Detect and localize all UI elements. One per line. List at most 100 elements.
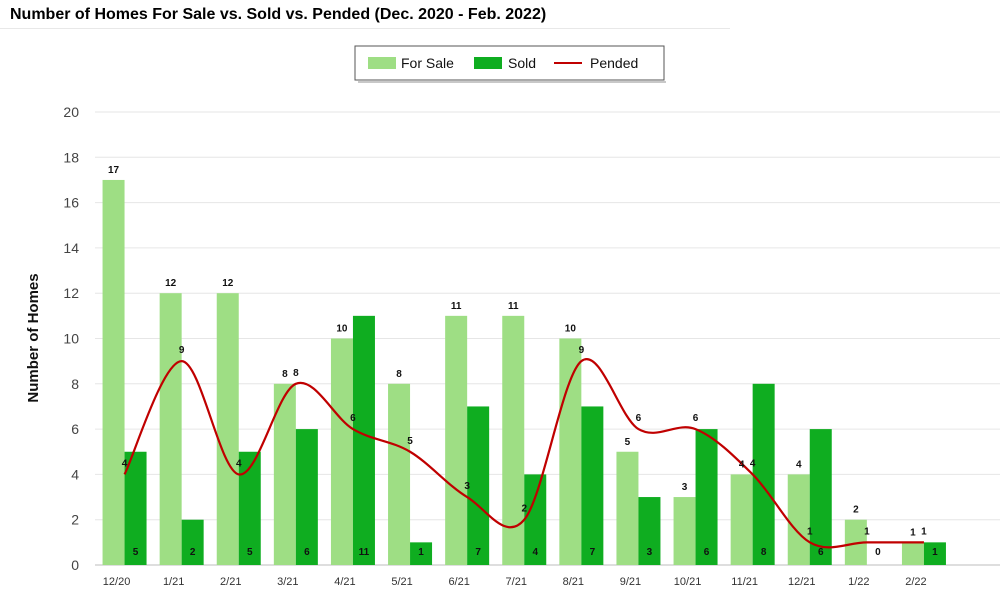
- y-axis-label: Number of Homes: [25, 273, 42, 402]
- bar-sold-10-21: [695, 429, 718, 565]
- legend-label-sold: Sold: [508, 55, 536, 71]
- data-label-for-sale: 8: [282, 369, 288, 380]
- bar-for-sale-2-21: [216, 293, 239, 565]
- pended-line: [123, 357, 924, 549]
- data-label-pended: 9: [579, 345, 585, 356]
- x-tick-label: 11/21: [731, 576, 758, 588]
- bar-for-sale-11-21: [730, 474, 753, 565]
- bar-sold-5-21: [410, 542, 433, 565]
- bar-sold-2-21: [238, 451, 261, 565]
- bar-for-sale-7-21: [502, 315, 525, 565]
- data-label-for-sale: 12: [222, 278, 234, 289]
- legend-swatch-for-sale: [368, 57, 396, 69]
- chart-title: Number of Homes For Sale vs. Sold vs. Pe…: [10, 6, 547, 23]
- data-label-pended: 4: [236, 458, 242, 469]
- data-label-for-sale: 4: [796, 459, 802, 470]
- bar-for-sale-12-21: [787, 474, 810, 565]
- y-tick-label: 20: [63, 104, 79, 120]
- data-label-sold: 1: [932, 547, 938, 558]
- bar-sold-6-21: [467, 406, 490, 565]
- data-label-for-sale: 1: [910, 527, 916, 538]
- legend-label-pended: Pended: [590, 55, 638, 71]
- data-label-sold: 5: [247, 547, 253, 558]
- data-label-sold: 7: [590, 547, 596, 558]
- y-tick-label: 16: [63, 195, 79, 211]
- data-label-sold: 4: [532, 547, 538, 558]
- x-tick-label: 10/21: [674, 576, 702, 588]
- data-label-pended: 4: [750, 458, 756, 469]
- x-tick-label: 4/21: [334, 576, 355, 588]
- bar-sold-7-21: [524, 474, 547, 565]
- y-tick-label: 6: [71, 421, 79, 437]
- bar-for-sale-9-21: [616, 451, 639, 565]
- y-tick-label: 14: [63, 240, 79, 256]
- y-tick-label: 10: [63, 331, 79, 347]
- bar-sold-1-21: [181, 519, 204, 565]
- y-tick-label: 8: [71, 376, 79, 392]
- pended-series-line: [123, 357, 924, 549]
- y-tick-label: 4: [71, 466, 79, 482]
- x-tick-label: 12/21: [788, 576, 816, 588]
- x-tick-label: 3/21: [277, 576, 298, 588]
- data-label-sold: 11: [359, 547, 370, 558]
- data-label-sold: 6: [304, 547, 310, 558]
- bar-for-sale-10-21: [673, 497, 696, 565]
- title-divider: [0, 28, 730, 29]
- data-label-for-sale: 4: [739, 459, 745, 470]
- data-label-pended: 1: [921, 526, 927, 537]
- data-label-sold: 5: [133, 547, 139, 558]
- y-tick-labels: 0 2 4 6 8 10 12 14 16 18 20: [63, 104, 79, 573]
- x-tick-labels: 12/20 1/21 2/21 3/21 4/21 5/21 6/21 7/21 8/21 9/2…: [103, 576, 927, 588]
- data-label-pended: 9: [179, 345, 185, 356]
- bar-sold-8-21: [581, 406, 604, 565]
- bar-for-sale-2-22: [901, 542, 924, 565]
- legend-swatch-sold: [474, 57, 502, 69]
- x-tick-label: 2/21: [220, 576, 241, 588]
- data-label-for-sale: 3: [682, 482, 688, 493]
- data-label-for-sale: 2: [853, 505, 859, 516]
- y-tick-label: 18: [63, 149, 79, 165]
- y-tick-label: 2: [71, 512, 79, 528]
- data-label-for-sale: 17: [108, 165, 120, 176]
- x-tick-label: 1/22: [848, 576, 869, 588]
- y-tick-label: 0: [71, 557, 79, 573]
- data-label-for-sale: 11: [451, 301, 462, 312]
- data-label-pended: 3: [464, 481, 470, 492]
- bar-sold-3-21: [295, 429, 318, 565]
- bar-sold-4-21: [352, 315, 375, 565]
- legend-label-for-sale: For Sale: [401, 55, 454, 71]
- data-label-for-sale: 8: [396, 369, 402, 380]
- bars: [102, 179, 946, 565]
- data-label-sold: 1: [418, 547, 424, 558]
- data-label-sold: 8: [761, 547, 767, 558]
- bar-for-sale-8-21: [559, 338, 582, 565]
- bar-sold-11-21: [752, 383, 775, 565]
- legend: For Sale Sold Pended: [354, 45, 666, 83]
- data-label-pended: 4: [122, 458, 128, 469]
- x-tick-label: 5/21: [391, 576, 412, 588]
- data-label-sold: 6: [704, 547, 710, 558]
- data-label-sold: 2: [190, 547, 196, 558]
- data-label-pended: 1: [807, 526, 813, 537]
- x-tick-label: 6/21: [448, 576, 469, 588]
- data-label-pended: 2: [521, 504, 527, 515]
- bar-for-sale-1-21: [159, 293, 182, 565]
- x-tick-label: 1/21: [163, 576, 184, 588]
- x-tick-label: 2/22: [905, 576, 926, 588]
- bar-sold-2-22: [923, 542, 946, 565]
- data-label-pended: 1: [864, 526, 870, 537]
- data-label-pended: 6: [350, 413, 356, 424]
- data-label-pended: 6: [636, 413, 642, 424]
- bar-for-sale-3-21: [273, 383, 296, 565]
- x-tick-label: 7/21: [506, 576, 527, 588]
- data-label-for-sale: 5: [625, 437, 631, 448]
- data-label-sold: 0: [875, 547, 881, 558]
- data-label-pended: 6: [693, 413, 699, 424]
- data-label-for-sale: 10: [565, 324, 577, 335]
- bar-for-sale-6-21: [445, 315, 468, 565]
- bar-sold-12-20: [124, 451, 147, 565]
- x-tick-label: 12/20: [103, 576, 131, 588]
- data-label-for-sale: 10: [336, 324, 348, 335]
- x-tick-label: 9/21: [620, 576, 641, 588]
